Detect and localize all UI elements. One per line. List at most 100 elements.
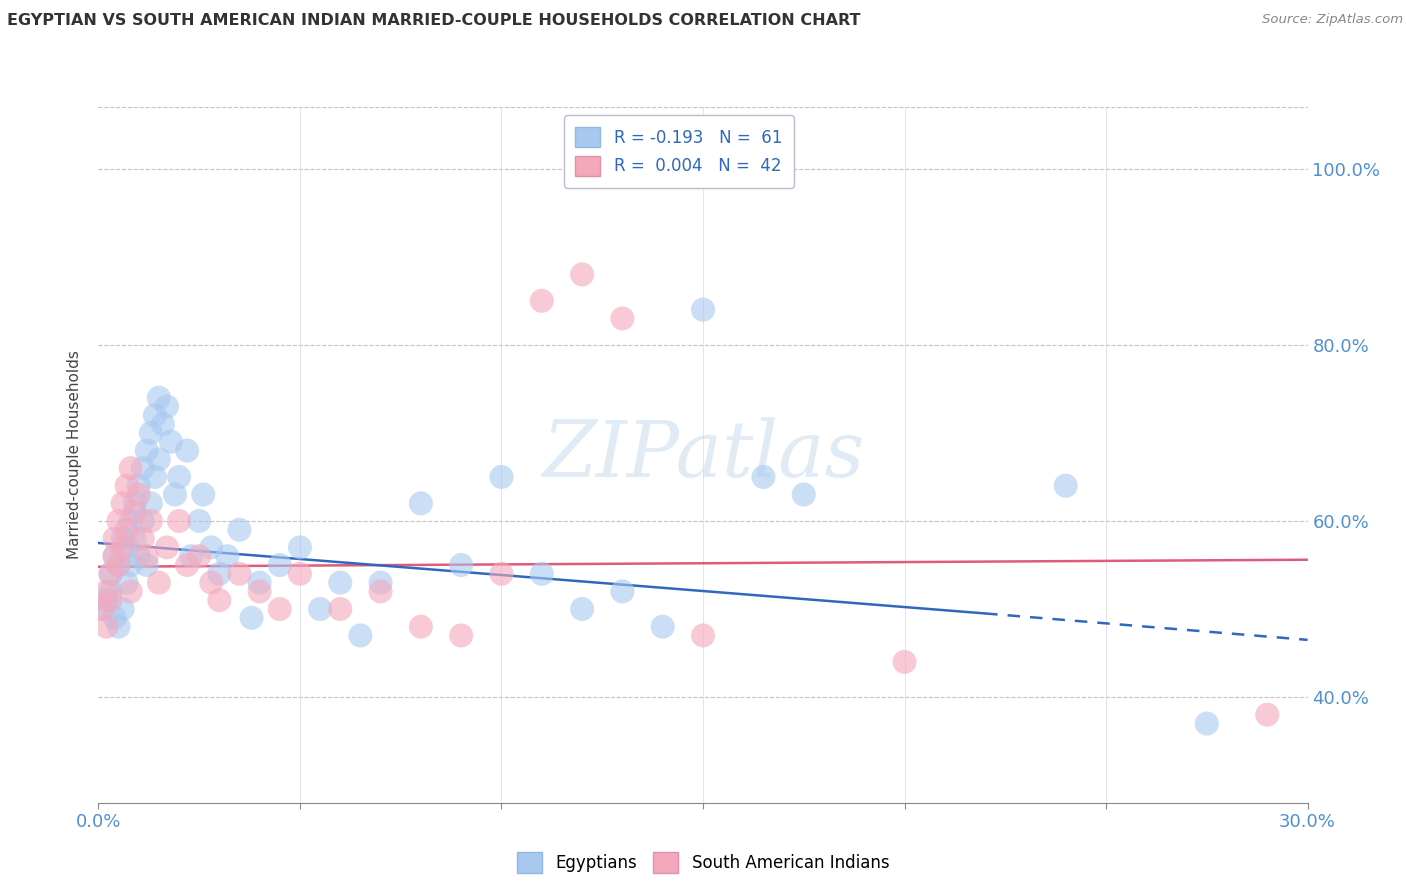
Point — [91, 602, 114, 616]
Point — [107, 558, 129, 572]
Point — [571, 268, 593, 282]
Point — [135, 558, 157, 572]
Point — [148, 575, 170, 590]
Point — [107, 558, 129, 572]
Point — [329, 602, 352, 616]
Point — [491, 566, 513, 581]
Point — [269, 558, 291, 572]
Point — [139, 514, 162, 528]
Point — [128, 487, 150, 501]
Point — [103, 611, 125, 625]
Point — [1054, 479, 1077, 493]
Point — [139, 425, 162, 440]
Point — [188, 514, 211, 528]
Point — [152, 417, 174, 431]
Point — [269, 602, 291, 616]
Point — [228, 566, 250, 581]
Point — [409, 496, 432, 510]
Point — [288, 541, 311, 555]
Point — [115, 523, 138, 537]
Point — [893, 655, 915, 669]
Point — [111, 532, 134, 546]
Point — [692, 302, 714, 317]
Legend: R = -0.193   N =  61, R =  0.004   N =  42: R = -0.193 N = 61, R = 0.004 N = 42 — [564, 115, 794, 187]
Y-axis label: Married-couple Households: Married-couple Households — [67, 351, 83, 559]
Point — [530, 566, 553, 581]
Point — [111, 496, 134, 510]
Point — [128, 479, 150, 493]
Point — [111, 602, 134, 616]
Point — [132, 514, 155, 528]
Point — [450, 558, 472, 572]
Point — [100, 566, 122, 581]
Text: ZIPatlas: ZIPatlas — [541, 417, 865, 493]
Point — [103, 549, 125, 564]
Point — [349, 628, 371, 642]
Point — [160, 434, 183, 449]
Point — [491, 470, 513, 484]
Text: Source: ZipAtlas.com: Source: ZipAtlas.com — [1263, 13, 1403, 27]
Point — [188, 549, 211, 564]
Point — [167, 514, 190, 528]
Point — [132, 532, 155, 546]
Point — [370, 584, 392, 599]
Point — [612, 584, 634, 599]
Point — [111, 541, 134, 555]
Point — [571, 602, 593, 616]
Point — [107, 620, 129, 634]
Point — [156, 400, 179, 414]
Point — [450, 628, 472, 642]
Point — [793, 487, 815, 501]
Point — [128, 549, 150, 564]
Point — [612, 311, 634, 326]
Point — [240, 611, 263, 625]
Point — [135, 549, 157, 564]
Point — [120, 461, 142, 475]
Point — [249, 584, 271, 599]
Point — [1195, 716, 1218, 731]
Point — [96, 620, 118, 634]
Point — [176, 443, 198, 458]
Point — [148, 452, 170, 467]
Point — [120, 584, 142, 599]
Point — [249, 575, 271, 590]
Point — [208, 566, 231, 581]
Point — [91, 602, 114, 616]
Point — [124, 496, 146, 510]
Point — [135, 443, 157, 458]
Point — [115, 541, 138, 555]
Point — [100, 593, 122, 607]
Point — [143, 470, 166, 484]
Point — [208, 593, 231, 607]
Point — [163, 487, 186, 501]
Point — [148, 391, 170, 405]
Point — [1256, 707, 1278, 722]
Point — [309, 602, 332, 616]
Point — [139, 496, 162, 510]
Point — [288, 566, 311, 581]
Point — [107, 514, 129, 528]
Point — [120, 514, 142, 528]
Point — [143, 409, 166, 423]
Point — [651, 620, 673, 634]
Point — [193, 487, 215, 501]
Point — [115, 479, 138, 493]
Point — [409, 620, 432, 634]
Point — [103, 532, 125, 546]
Point — [530, 293, 553, 308]
Point — [200, 541, 222, 555]
Point — [329, 575, 352, 590]
Point — [167, 470, 190, 484]
Point — [176, 558, 198, 572]
Point — [217, 549, 239, 564]
Point — [156, 541, 179, 555]
Point — [100, 566, 122, 581]
Point — [692, 628, 714, 642]
Point — [100, 584, 122, 599]
Point — [103, 549, 125, 564]
Point — [180, 549, 202, 564]
Point — [124, 505, 146, 519]
Point — [96, 593, 118, 607]
Point — [124, 532, 146, 546]
Point — [228, 523, 250, 537]
